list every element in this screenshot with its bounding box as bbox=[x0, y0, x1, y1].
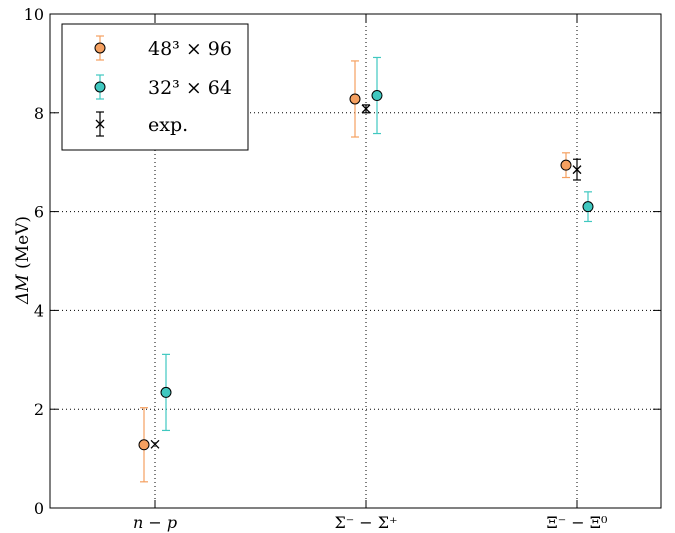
data-series bbox=[138, 56, 594, 483]
legend-label: 32³ × 64 bbox=[148, 77, 232, 99]
legend-label: exp. bbox=[148, 114, 188, 136]
axis-ticks: 0 2 4 6 8 10 n − p Σ⁻ − Σ⁺ Ξ⁻ − Ξ⁰ bbox=[24, 5, 661, 532]
y-tick-label: 0 bbox=[34, 499, 44, 518]
data-point bbox=[150, 439, 160, 449]
legend-marker bbox=[94, 42, 106, 54]
legend-box bbox=[61, 23, 249, 151]
x-tick-label: Ξ⁻ − Ξ⁰ bbox=[547, 513, 608, 532]
y-tick-label: 8 bbox=[34, 104, 44, 123]
legend-item-0: 48³ × 96 bbox=[94, 35, 232, 61]
series-0 bbox=[138, 60, 572, 483]
series-2 bbox=[150, 104, 582, 449]
x-tick-label: n − p bbox=[133, 513, 177, 532]
y-tick-label: 4 bbox=[34, 301, 44, 320]
legend-item-2: exp. bbox=[95, 111, 188, 137]
legend-label: 48³ × 96 bbox=[148, 38, 232, 60]
y-tick-label: 10 bbox=[24, 5, 44, 24]
series-1 bbox=[160, 56, 594, 432]
legend: 48³ × 96 32³ × 64 exp. bbox=[61, 23, 249, 151]
data-point bbox=[582, 201, 594, 213]
legend-item-1: 32³ × 64 bbox=[94, 74, 232, 100]
plot-frame bbox=[49, 13, 662, 509]
data-point bbox=[371, 90, 383, 102]
data-point bbox=[572, 165, 582, 175]
y-axis-label: ΔM (MeV) bbox=[13, 216, 33, 305]
y-tick-label: 6 bbox=[34, 203, 44, 222]
legend-marker bbox=[94, 81, 106, 93]
data-point bbox=[361, 104, 371, 114]
data-point bbox=[349, 93, 361, 105]
y-tick-label: 2 bbox=[34, 400, 44, 419]
data-point bbox=[560, 159, 572, 171]
data-point bbox=[138, 439, 150, 451]
legend-marker bbox=[95, 119, 105, 129]
x-tick-label: Σ⁻ − Σ⁺ bbox=[334, 513, 397, 532]
data-point bbox=[160, 386, 172, 398]
